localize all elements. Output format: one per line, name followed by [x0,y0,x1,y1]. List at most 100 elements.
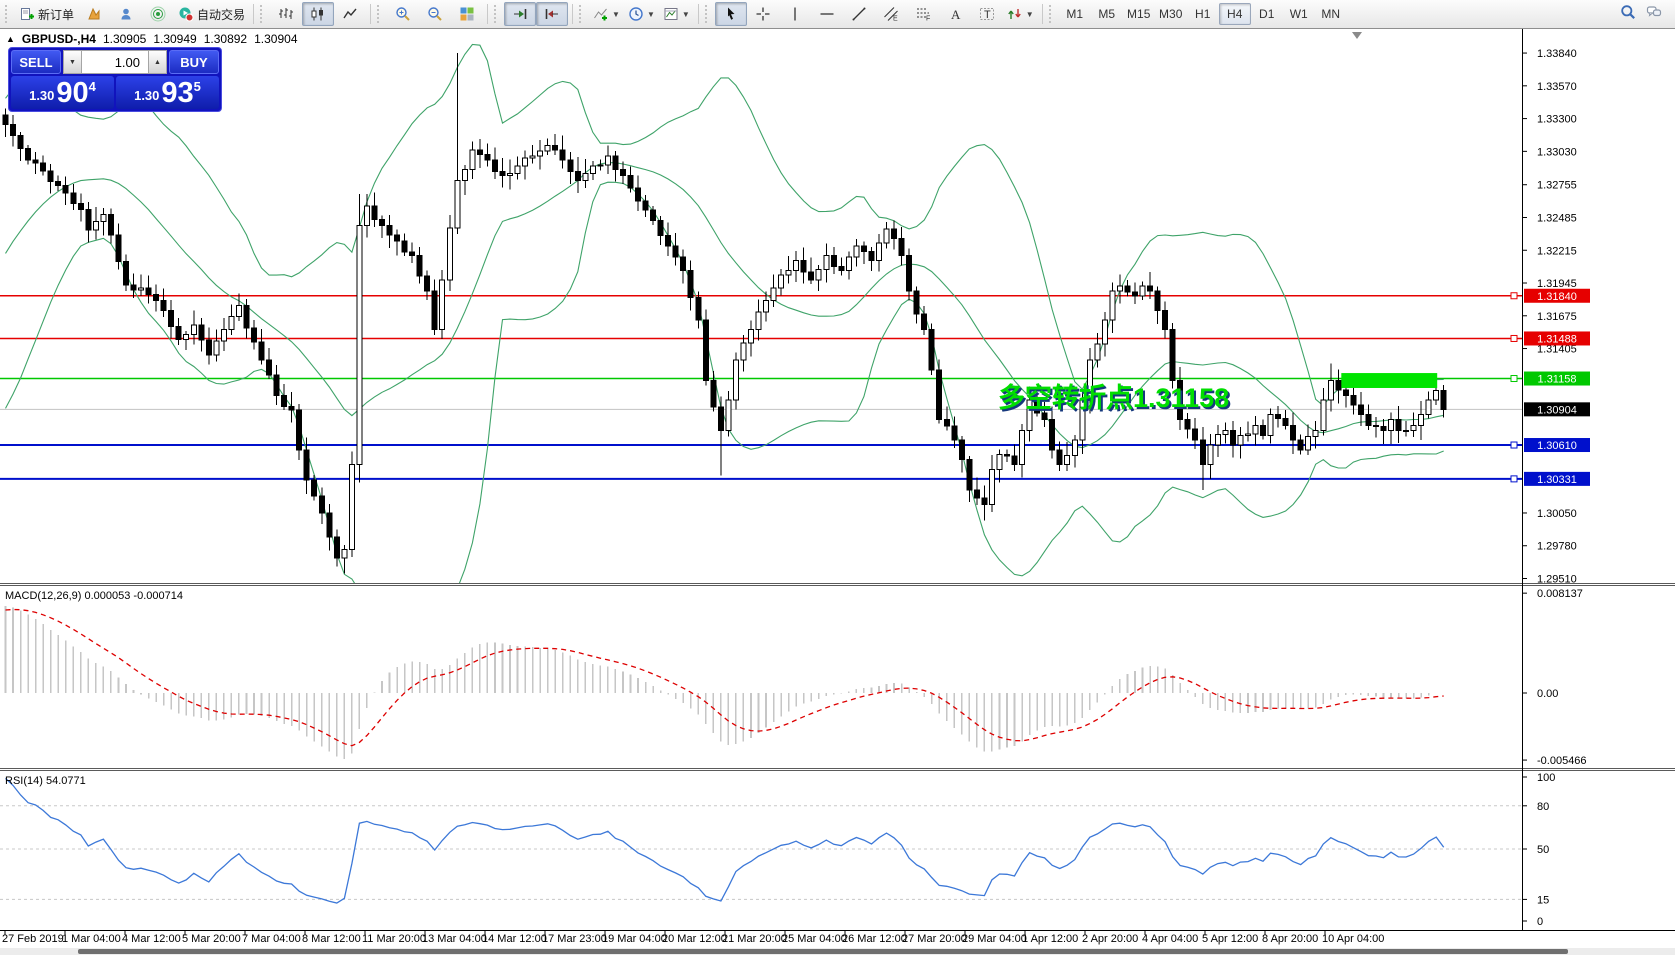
candle-body [92,220,99,231]
candle-body [47,170,54,183]
macd-tick-label: 0.008137 [1537,588,1583,600]
candle-body [40,162,47,172]
text-button[interactable]: A [939,2,971,26]
candle-body [1305,435,1312,451]
timeframe-m5-button[interactable]: M5 [1098,7,1116,21]
zoom-in-button[interactable] [387,2,419,26]
volume-up-button[interactable]: ▲ [148,50,167,74]
text-label-button[interactable]: T [971,2,1003,26]
vertical-line-button[interactable] [779,2,811,26]
candle-body [537,150,544,157]
toolbar-grip [579,5,585,23]
navigator-button[interactable] [110,2,142,26]
timeframe-d1-button[interactable]: D1 [1259,7,1275,21]
time-tick-label: 11 Mar 20:00 [362,933,426,945]
dropdown-arrow-icon[interactable]: ▼ [681,9,690,19]
horizontal-scrollbar[interactable] [0,948,1675,955]
periods-button[interactable]: ▼ [624,2,659,26]
level-handle[interactable] [1510,375,1518,383]
arrows-button[interactable]: ▼ [1003,2,1038,26]
candle-body [567,159,574,173]
cursor-button[interactable] [714,2,747,26]
volume-input[interactable]: 1.00 [82,50,148,74]
candle-body [476,149,483,156]
candle-body [1139,285,1146,297]
autotrading-button[interactable]: 自动交易 [174,2,249,26]
bar-chart-button[interactable] [270,2,302,26]
dropdown-arrow-icon[interactable]: ▼ [646,9,655,19]
level-handle[interactable] [1510,441,1518,449]
level-handle[interactable] [1510,475,1518,483]
timeframe-m1-button[interactable]: M1 [1066,7,1084,21]
search-icon[interactable] [1620,4,1636,25]
search-icon [1621,4,1635,19]
volume-down-button[interactable]: ▼ [63,50,82,74]
candle-body [1335,380,1342,391]
scrollbar-thumb[interactable] [78,949,1568,954]
market-watch-button[interactable] [78,2,110,26]
timeframe-w1-button[interactable]: W1 [1289,7,1308,21]
candle-body [130,284,137,291]
collapse-arrow-icon[interactable]: ▲ [6,34,15,44]
candle-body [1116,285,1123,292]
candlestick-button[interactable] [302,2,335,26]
sell-price-box[interactable]: 1.30 90 4 [11,76,114,109]
new-order-button[interactable]: 新订单 [15,2,78,26]
candle-body [883,228,890,244]
candle-body [973,489,980,499]
auto-scroll-button[interactable] [504,2,537,26]
candle-body [680,256,687,271]
timeframe-m15-button[interactable]: M15 [1127,7,1151,21]
svg-text:T: T [984,9,991,21]
templates-button[interactable]: ▼ [659,2,694,26]
candle-body [1237,434,1244,446]
candles [2,53,1447,574]
level-handle[interactable] [1510,334,1518,342]
vline-icon [794,7,796,21]
indicators-button[interactable]: ▼ [589,2,624,26]
price-tick-label: 1.32215 [1537,245,1577,257]
level-handle[interactable] [1510,292,1518,300]
crosshair-button[interactable] [747,2,779,26]
candle-body [258,341,265,361]
line-chart-button[interactable] [334,2,366,26]
trendline-button[interactable] [843,2,875,26]
candle-body [1290,425,1297,441]
dropdown-arrow-icon[interactable]: ▼ [1025,9,1034,19]
candle-body [845,256,852,271]
timeframe-mn-button[interactable]: MN [1321,7,1341,21]
one-click-trade-panel: SELL ▼ 1.00 ▲ BUY 1.30 90 4 1.30 93 5 [8,47,222,112]
candle-body [838,266,845,271]
chart-shift-button[interactable] [536,2,569,26]
horizontal-line-button[interactable] [811,2,843,26]
candle-body [341,548,348,559]
buy-price-big: 93 [161,77,194,109]
candle-body [1026,399,1033,431]
buy-price-box[interactable]: 1.30 93 5 [116,76,219,109]
tile-windows-button[interactable] [451,2,483,26]
zoom-out-button[interactable] [419,2,451,26]
candle-body [830,255,837,268]
timeframe-m30-button[interactable]: M30 [1159,7,1183,21]
sell-button[interactable]: SELL [11,50,61,74]
macd-tick-label: 0.00 [1537,688,1558,700]
equidistant-channel-button[interactable]: E [875,2,907,26]
timeframe-h1-button[interactable]: H1 [1195,7,1211,21]
chat-icon[interactable] [1646,4,1662,25]
symbol-header: ▲ GBPUSD-,H4 1.30905 1.30949 1.30892 1.3… [6,32,298,46]
green-zone-rectangle[interactable] [1341,373,1438,388]
timeframe-h4-button[interactable]: H4 [1218,3,1251,25]
chart-background [0,28,1675,955]
zoom-out-icon [428,7,442,21]
candle-body [1260,425,1267,436]
candle-body [303,449,310,481]
buy-button[interactable]: BUY [169,50,219,74]
fibonacci-icon: F [916,8,930,22]
signals-button[interactable] [142,2,174,26]
chart-shift-marker[interactable] [1352,32,1362,39]
fibonacci-button[interactable]: F [907,2,939,26]
toolbar-separator [1041,4,1043,24]
dropdown-arrow-icon[interactable]: ▼ [612,9,620,19]
channel-icon: E [883,7,898,22]
